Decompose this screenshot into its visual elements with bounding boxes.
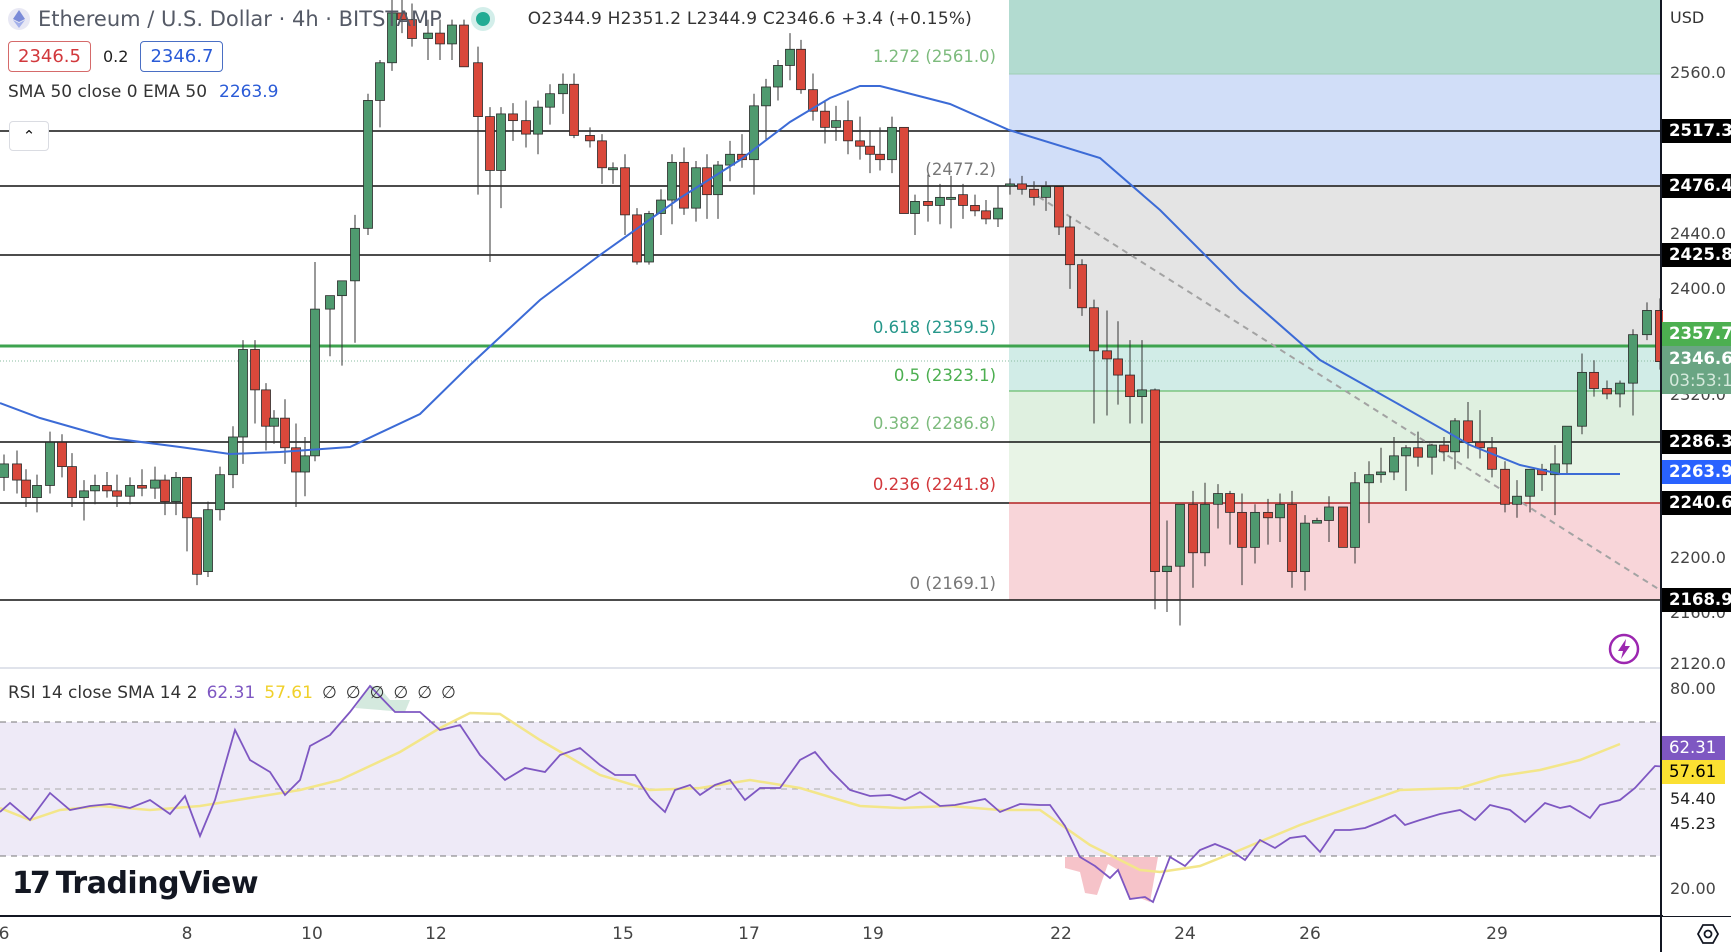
- buy-price-button[interactable]: 2346.7: [140, 41, 224, 72]
- tradingview-logo-text: TradingView: [55, 866, 259, 901]
- rsi-tick: 80.00: [1670, 679, 1716, 698]
- level-tag-2425[interactable]: 2425.8: [1662, 243, 1731, 267]
- fib-label-0618: 0.618 (2359.5): [872, 318, 996, 337]
- settings-gear-icon[interactable]: [1696, 922, 1720, 946]
- level-tag-2357[interactable]: 2357.7: [1662, 322, 1731, 346]
- rsi-tick: 45.23: [1670, 814, 1716, 833]
- chevron-up-icon: ⌃: [22, 127, 36, 145]
- price-tick: 2560.0: [1670, 63, 1726, 82]
- level-tag-2476[interactable]: 2476.4: [1662, 174, 1731, 198]
- price-tick: 2120.0: [1670, 654, 1726, 673]
- time-tick: 6: [0, 924, 10, 944]
- bar-countdown: 03:53:1: [1669, 371, 1731, 390]
- indicator-value: 2263.9: [219, 82, 279, 102]
- rsi-value: 62.31: [206, 683, 256, 703]
- level-tag-2286[interactable]: 2286.3: [1662, 430, 1731, 454]
- indicator-legend[interactable]: SMA 50 close 0 EMA 50 2263.9: [8, 82, 972, 102]
- sell-price-button[interactable]: 2346.5: [8, 41, 91, 72]
- lightning-icon[interactable]: [1608, 633, 1640, 665]
- trend-dashed-line[interactable]: [1019, 184, 1661, 591]
- time-tick: 17: [738, 924, 760, 944]
- fib-label-0: 0 (2169.1): [909, 574, 996, 593]
- rsi-value-tag[interactable]: 62.31: [1662, 736, 1725, 760]
- collapse-legend-button[interactable]: ⌃: [9, 121, 49, 151]
- rsi-sma-value: 57.61: [264, 683, 313, 703]
- level-tag-2517[interactable]: 2517.3: [1662, 119, 1731, 143]
- time-tick: 8: [181, 924, 193, 944]
- rsi-line: [0, 684, 1671, 904]
- candlesticks: [0, 0, 1665, 626]
- empty-value: ∅: [417, 683, 432, 703]
- horizontal-levels[interactable]: [0, 130, 1661, 601]
- fib-label-1272: 1.272 (2561.0): [872, 47, 996, 66]
- ema-50-line: [0, 85, 1620, 475]
- fib-label-05: 0.5 (2323.1): [893, 366, 996, 385]
- fib-zones: [1009, 0, 1661, 600]
- rsi-sma-tag[interactable]: 57.61: [1662, 760, 1725, 784]
- empty-value: ∅: [345, 683, 361, 703]
- fib-label-0382: 0.382 (2286.8): [872, 414, 996, 433]
- ohlc-values: O2344.9 H2351.2 L2344.9 C2346.6 +3.4 (+0…: [527, 9, 973, 29]
- market-open-icon: [475, 12, 490, 26]
- ema-value-tag[interactable]: 2263.9: [1662, 460, 1731, 484]
- currency-label[interactable]: USD: [1664, 0, 1731, 34]
- indicator-name: SMA 50 close 0 EMA 50: [8, 82, 208, 102]
- time-tick: 29: [1486, 924, 1508, 944]
- last-price-value: 2346.6: [1669, 349, 1731, 368]
- tradingview-logo-icon: 17: [12, 866, 51, 901]
- time-tick: 19: [862, 924, 884, 944]
- level-tag-2240[interactable]: 2240.6: [1662, 491, 1731, 515]
- time-tick: 24: [1174, 924, 1196, 944]
- fib-label-anchor: (2477.2): [925, 160, 996, 179]
- rsi-pane[interactable]: [0, 684, 1671, 904]
- empty-value: ∅: [321, 683, 337, 703]
- rsi-tick: 54.40: [1670, 789, 1716, 808]
- rsi-label: RSI 14 close SMA 14 2: [8, 683, 198, 703]
- time-tick: 26: [1299, 924, 1321, 944]
- time-tick: 15: [612, 924, 634, 944]
- empty-value: ∅: [441, 683, 456, 703]
- rsi-legend[interactable]: RSI 14 close SMA 14 2 62.31 57.61 ∅ ∅ ∅ …: [8, 683, 456, 703]
- empty-value: ∅: [369, 683, 385, 703]
- time-tick: 12: [425, 924, 447, 944]
- time-tick: 10: [301, 924, 323, 944]
- tradingview-logo[interactable]: 17 TradingView: [12, 866, 259, 901]
- rsi-tick: 20.00: [1670, 879, 1716, 898]
- rsi-sma-line: [0, 711, 1621, 874]
- ethereum-icon: [8, 8, 30, 30]
- price-tick: 2440.0: [1670, 224, 1726, 243]
- time-tick: 22: [1050, 924, 1072, 944]
- last-price-tag[interactable]: 2346.6 03:53:1: [1662, 346, 1731, 394]
- fib-label-0236: 0.236 (2241.8): [872, 475, 996, 494]
- level-tag-2168[interactable]: 2168.9: [1662, 588, 1731, 612]
- price-tick: 2200.0: [1670, 548, 1726, 567]
- price-tick: 2400.0: [1670, 279, 1726, 298]
- symbol-title[interactable]: Ethereum / U.S. Dollar · 4h · BITSTAMP: [38, 7, 442, 31]
- spread-value: 0.2: [102, 47, 129, 66]
- chart-legend: Ethereum / U.S. Dollar · 4h · BITSTAMP O…: [8, 4, 972, 102]
- empty-value: ∅: [393, 683, 409, 703]
